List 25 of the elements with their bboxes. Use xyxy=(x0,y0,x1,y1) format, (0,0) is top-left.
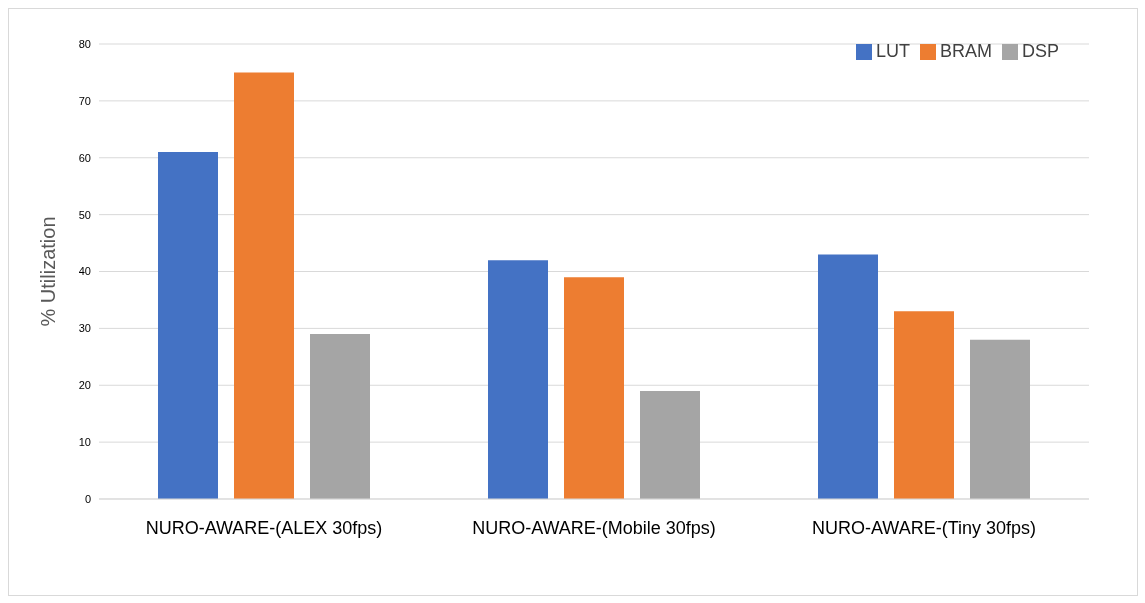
legend-label: BRAM xyxy=(939,41,992,61)
legend-label: DSP xyxy=(1021,41,1059,61)
bar xyxy=(894,311,954,499)
x-tick-label: NURO-AWARE-(ALEX 30fps) xyxy=(145,517,383,538)
bar xyxy=(488,260,548,499)
bar xyxy=(640,390,700,499)
y-tick-label: 50 xyxy=(78,208,91,221)
bar xyxy=(818,254,878,499)
y-tick-label: 80 xyxy=(78,37,91,50)
x-tick-label: NURO-AWARE-(Tiny 30fps) xyxy=(811,517,1037,538)
y-tick-label: 70 xyxy=(78,94,91,107)
bar xyxy=(310,334,370,499)
y-tick-label: 10 xyxy=(78,436,91,449)
x-tick-label: NURO-AWARE-(Mobile 30fps) xyxy=(472,517,716,538)
y-tick-label: 20 xyxy=(78,379,91,392)
y-tick-label: 60 xyxy=(78,151,91,164)
bar xyxy=(234,72,294,499)
y-tick-label: 0 xyxy=(84,492,91,505)
legend-label: LUT xyxy=(875,41,910,61)
bar xyxy=(158,152,218,499)
y-tick-label: 30 xyxy=(78,322,91,335)
y-axis-title: % Utilization xyxy=(37,216,60,327)
bar xyxy=(564,277,624,499)
y-tick-label: 40 xyxy=(78,265,91,278)
bar xyxy=(970,339,1030,499)
